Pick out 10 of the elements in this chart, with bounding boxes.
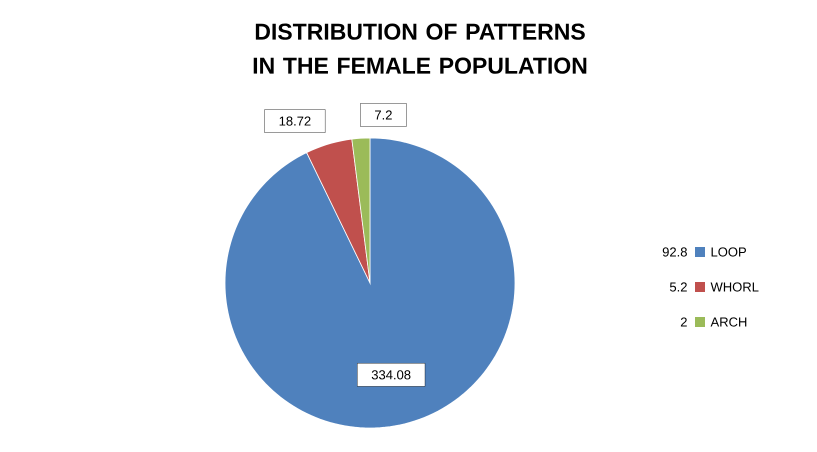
data-label: 7.2 <box>375 110 392 120</box>
legend-label: LOOP <box>712 247 746 257</box>
data-label: 334.08 <box>372 370 410 380</box>
legend-label: WHORL <box>710 282 758 292</box>
text: 92.8 <box>662 247 687 257</box>
text: 2 <box>680 317 687 327</box>
data-label: 18.72 <box>280 116 311 126</box>
chart-title: DISTRIBUTION OF PATTERNS IN THE FEMALE POPULATION <box>254 24 586 74</box>
legend-label: ARCH <box>710 317 746 327</box>
text: 5.2 <box>670 282 687 292</box>
